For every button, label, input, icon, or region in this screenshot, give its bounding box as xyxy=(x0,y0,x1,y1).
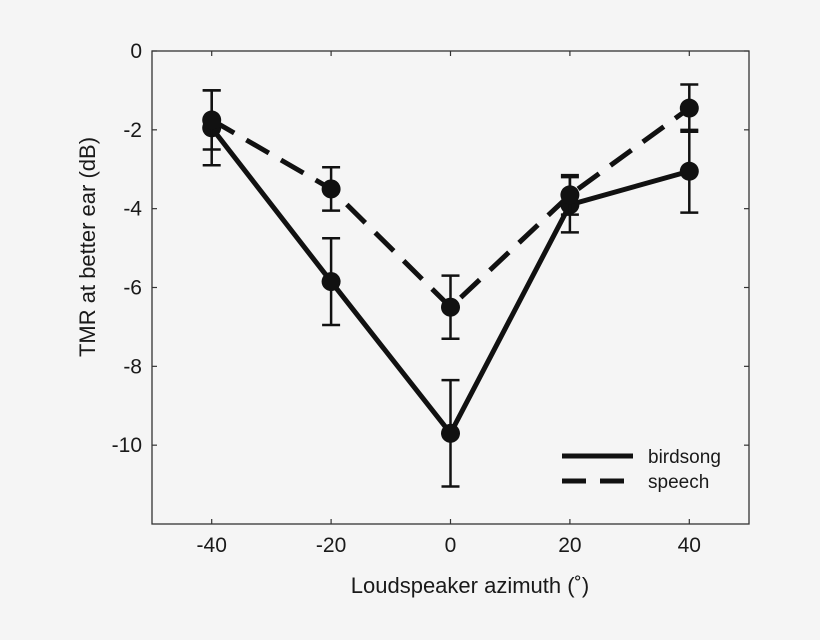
y-tick-label: -10 xyxy=(112,434,142,457)
legend-label-speech: speech xyxy=(648,472,709,493)
x-tick-label: -40 xyxy=(197,534,227,557)
data-marker xyxy=(560,185,580,205)
legend-label-birdsong: birdsong xyxy=(648,447,721,468)
data-marker xyxy=(321,272,341,292)
y-tick-label: -6 xyxy=(123,277,142,300)
data-marker xyxy=(441,297,460,317)
series-speech xyxy=(202,83,699,340)
data-marker xyxy=(679,161,699,181)
x-tick-label: 40 xyxy=(678,534,701,557)
x-tick-label: 20 xyxy=(558,534,581,557)
axes: 0 -2 -4 -6 -8 -10 -40 -20 0 20 40 xyxy=(112,40,750,557)
legend: birdsong speech xyxy=(562,447,721,493)
y-tick-label: 0 xyxy=(130,40,142,63)
data-marker xyxy=(679,98,699,118)
y-tick-label: -8 xyxy=(123,355,142,378)
x-tick-label: -20 xyxy=(316,534,346,557)
data-marker xyxy=(202,110,222,130)
series-layer xyxy=(202,83,699,488)
x-tick-label: 0 xyxy=(445,534,457,557)
data-marker xyxy=(441,423,460,443)
y-axis-label: TMR at better ear (dB) xyxy=(75,137,100,357)
x-axis-label: Loudspeaker azimuth (˚) xyxy=(351,573,589,598)
y-tick-label: -2 xyxy=(123,119,142,142)
data-marker xyxy=(321,179,341,199)
y-tick-label: -4 xyxy=(123,198,142,221)
